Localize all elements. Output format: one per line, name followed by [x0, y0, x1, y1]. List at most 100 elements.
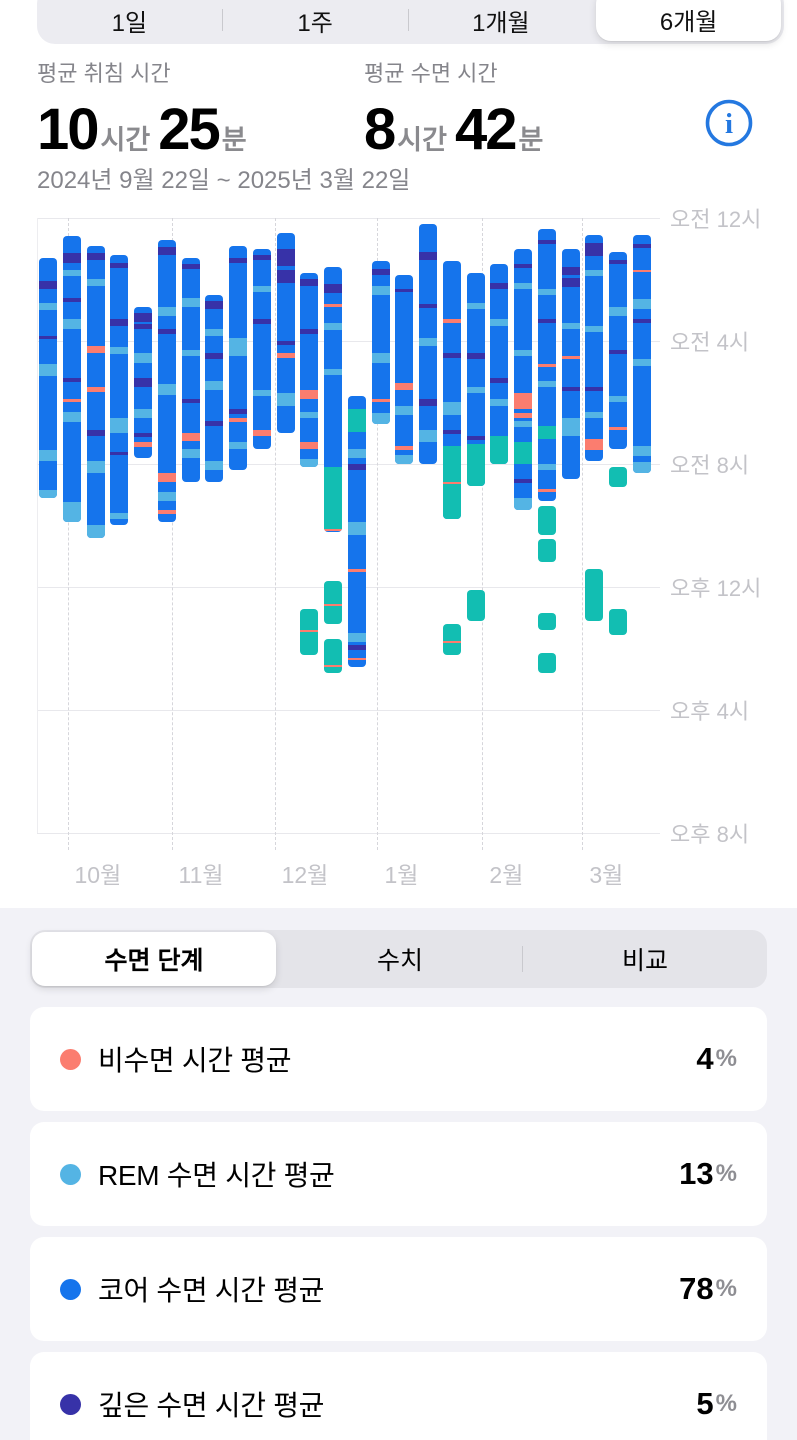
sleep-bar[interactable]	[537, 539, 556, 563]
sleep-bar[interactable]	[561, 248, 580, 480]
sleep-bar[interactable]	[585, 568, 604, 621]
info-button[interactable]: i	[702, 96, 756, 150]
sleep-bar[interactable]	[371, 261, 390, 425]
tab-1-day[interactable]: 1일	[37, 0, 222, 44]
sleep-bar[interactable]	[609, 608, 627, 635]
core-color-dot	[60, 1278, 81, 1300]
deep-stage-segment	[347, 645, 366, 651]
period-segmented-control: 1일 1주 1개월 6개월	[37, 0, 784, 44]
awake-stage-segment	[585, 439, 604, 451]
rem-stage-segment	[300, 459, 319, 468]
rem-stage-segment	[110, 513, 129, 520]
rem-stage-segment	[347, 633, 366, 643]
sleep-bar[interactable]	[157, 239, 176, 523]
rem-stage-segment	[561, 417, 580, 437]
sleep-bar[interactable]	[442, 623, 461, 655]
sleep-bar[interactable]	[134, 307, 152, 458]
tab-1-month[interactable]: 1개월	[409, 0, 594, 44]
awake-stage-segment	[514, 393, 532, 409]
sleep-bar[interactable]	[300, 608, 319, 655]
deep-stage-segment	[561, 387, 580, 391]
y-axis-label: 오후 8시	[670, 822, 750, 847]
sleep-bar[interactable]	[324, 267, 342, 532]
y-axis-label: 오전 4시	[670, 330, 750, 355]
sleep-bar[interactable]	[39, 257, 57, 498]
rem-stage-segment	[324, 368, 342, 375]
deep-stage-segment	[609, 259, 627, 265]
sleep-bar[interactable]	[276, 233, 295, 434]
deep-stage-segment	[466, 353, 485, 360]
awake-stage-segment	[229, 417, 247, 422]
awake-stage-segment	[324, 304, 342, 308]
unspecified-stage-segment	[514, 442, 532, 464]
sleep-bar[interactable]	[537, 505, 556, 535]
sleep-bar[interactable]	[609, 467, 627, 488]
sleep-bar[interactable]	[585, 234, 604, 461]
sleep-bar[interactable]	[110, 254, 129, 526]
tab-values[interactable]: 수치	[278, 930, 522, 988]
unspecified-stage-segment	[347, 408, 366, 432]
rem-stage-segment	[632, 462, 651, 474]
tab-1-week[interactable]: 1주	[223, 0, 408, 44]
tab-6-months[interactable]: 6개월	[596, 0, 781, 41]
legend-card-rem[interactable]: REM 수면 시간 평균 13 %	[30, 1122, 767, 1226]
legend-card-core[interactable]: 코어 수면 시간 평균 78 %	[30, 1237, 767, 1341]
sleep-bar[interactable]	[205, 294, 224, 483]
sleep-bar[interactable]	[347, 396, 366, 667]
sleep-bar[interactable]	[442, 261, 461, 520]
y-axis-label: 오후 12시	[670, 576, 762, 601]
sleep-bar[interactable]	[537, 228, 556, 501]
deep-stage-segment	[324, 284, 342, 294]
rem-stage-segment	[324, 322, 342, 331]
awake-stage-segment	[276, 353, 295, 359]
awake-stage-segment	[324, 528, 342, 531]
rem-stage-segment	[229, 442, 247, 449]
sleep-bar[interactable]	[514, 248, 532, 511]
rem-stage-segment	[419, 337, 437, 346]
awake-stage-segment	[324, 603, 342, 606]
deep-stage-segment	[181, 399, 200, 404]
sleep-bar[interactable]	[300, 273, 319, 468]
sleep-bar[interactable]	[252, 248, 271, 449]
tab-comparison[interactable]: 비교	[523, 930, 767, 988]
rem-stage-segment	[490, 399, 509, 406]
rem-stage-segment	[39, 450, 57, 461]
awake-stage-segment	[300, 390, 319, 400]
sleep-bar[interactable]	[466, 590, 485, 621]
sleep-bar[interactable]	[419, 224, 437, 464]
legend-card-unit: %	[715, 1275, 737, 1302]
minutes-value: 42	[454, 97, 517, 162]
sleep-bar[interactable]	[609, 251, 627, 449]
rem-stage-segment	[157, 384, 176, 395]
deep-stage-segment	[276, 248, 295, 266]
sleep-bar[interactable]	[490, 264, 509, 464]
sleep-bar[interactable]	[324, 639, 342, 674]
rem-stage-segment	[134, 408, 152, 418]
unspecified-stage-segment	[324, 467, 342, 529]
sleep-bar[interactable]	[537, 653, 556, 674]
sleep-bar[interactable]	[466, 273, 485, 486]
sleep-bar[interactable]	[324, 580, 342, 624]
rem-stage-segment	[442, 402, 461, 415]
sleep-bar[interactable]	[86, 245, 105, 538]
sleep-bar[interactable]	[229, 245, 247, 471]
awake-color-dot	[60, 1048, 81, 1070]
tab-sleep-stages[interactable]: 수면 단계	[32, 932, 276, 986]
sleep-bar[interactable]	[537, 613, 556, 631]
detail-segmented-control: 수면 단계 수치 비교	[30, 930, 767, 988]
sleep-bar[interactable]	[395, 274, 414, 464]
sleep-bar[interactable]	[62, 236, 81, 523]
deep-stage-segment	[585, 242, 604, 257]
month-gridline	[482, 218, 484, 850]
sleep-bar[interactable]	[181, 257, 200, 483]
hours-value: 10	[37, 97, 99, 162]
avg-time-in-bed-caption: 평균 취침 시간	[37, 61, 171, 86]
sleep-bar[interactable]	[632, 234, 651, 474]
legend-card-deep[interactable]: 깊은 수면 시간 평균 5 %	[30, 1352, 767, 1440]
rem-stage-segment	[252, 390, 271, 397]
legend-card-awake[interactable]: 비수면 시간 평균 4 %	[30, 1007, 767, 1111]
awake-stage-segment	[252, 430, 271, 437]
rem-stage-segment	[585, 325, 604, 332]
rem-stage-segment	[86, 525, 105, 538]
avg-sleep-duration-value: 8 시간 42 분	[364, 96, 551, 163]
